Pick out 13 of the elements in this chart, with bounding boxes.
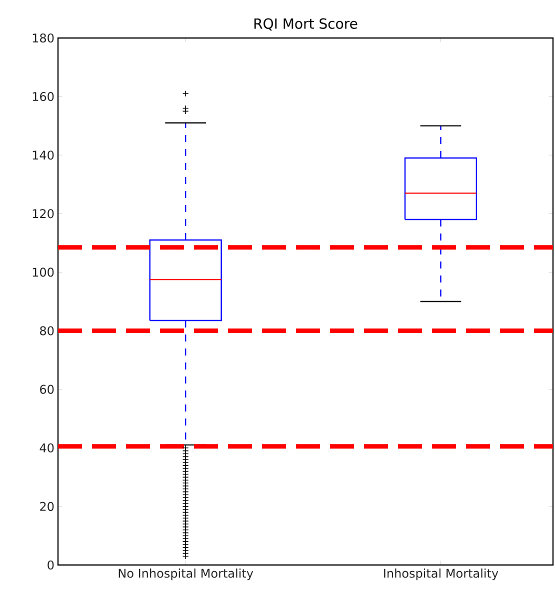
y-tick-label: 140	[32, 150, 54, 160]
y-tick-label: 100	[32, 268, 54, 277]
y-tick-label: 40	[40, 443, 54, 452]
chart-title: RQI Mort Score	[254, 18, 358, 31]
y-tick-label: 120	[32, 209, 54, 218]
y-tick-label: 60	[40, 384, 54, 394]
x-tick-label: No Inhospital Mortality	[118, 568, 254, 580]
y-tick-label: 80	[40, 326, 54, 336]
x-tick-label: Inhospital Mortality	[384, 568, 498, 580]
y-tick-label: 180	[32, 33, 54, 43]
y-tick-label: 160	[32, 92, 54, 102]
y-tick-label: 20	[40, 502, 54, 511]
y-tick-label: 0	[48, 560, 54, 570]
